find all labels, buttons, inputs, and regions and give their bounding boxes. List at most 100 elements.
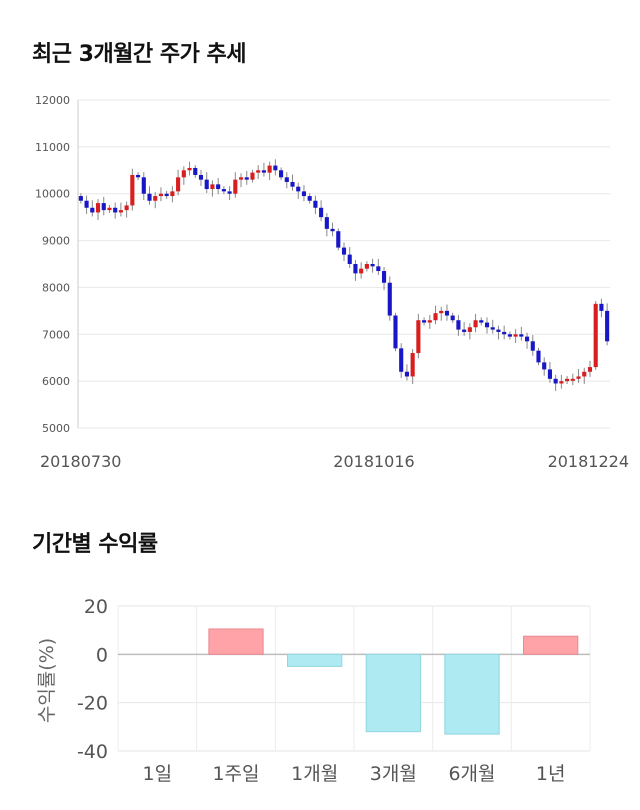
- y-tick-label: 0: [96, 644, 108, 666]
- candle-body: [473, 320, 478, 328]
- x-tick-label: 20180730: [40, 452, 121, 471]
- candle-body: [136, 174, 141, 178]
- candle-body: [422, 320, 427, 323]
- candle-body: [130, 174, 135, 206]
- candle-body: [164, 193, 169, 197]
- candle-body: [542, 362, 547, 370]
- candle-body: [576, 376, 581, 379]
- y-tick-label: 12000: [35, 94, 70, 107]
- candle-body: [347, 254, 352, 264]
- candle-body: [90, 207, 95, 213]
- candle-body: [170, 191, 175, 197]
- candle-body: [307, 196, 312, 201]
- y-tick-label: 6000: [42, 375, 70, 388]
- x-tick-label: 6개월: [448, 763, 495, 785]
- candle-body: [456, 320, 461, 330]
- y-tick-label: 7000: [42, 328, 70, 341]
- candle-body: [324, 217, 329, 229]
- candle-body: [124, 205, 129, 211]
- candle-body: [210, 184, 215, 190]
- candle-body: [221, 189, 226, 192]
- candle-body: [393, 315, 398, 349]
- return-bar: [287, 653, 343, 667]
- y-tick-label: 9000: [42, 235, 70, 248]
- candle-body: [336, 231, 341, 248]
- candle-body: [250, 172, 255, 180]
- x-tick-label: 1년: [536, 763, 566, 785]
- candle-body: [330, 228, 335, 232]
- y-axis-label: 수익률(%): [36, 638, 58, 723]
- candle-body: [599, 303, 604, 311]
- candle-body: [204, 179, 209, 190]
- candle-body: [244, 177, 249, 180]
- candle-body: [118, 210, 123, 213]
- y-tick-label: 11000: [35, 141, 70, 154]
- candle-body: [553, 378, 558, 384]
- candle-body: [547, 369, 552, 379]
- candle-body: [479, 320, 484, 323]
- x-tick-label: 20181016: [333, 452, 414, 471]
- candle-body: [433, 313, 438, 321]
- candle-body: [404, 371, 409, 377]
- candle-body: [450, 315, 455, 321]
- candle-body: [256, 170, 261, 173]
- candle-body: [370, 264, 375, 267]
- candle-body: [399, 348, 404, 372]
- candle-body: [502, 331, 507, 335]
- candle-body: [530, 341, 535, 351]
- candle-body: [284, 177, 289, 182]
- candle-body: [107, 207, 112, 211]
- x-tick-label: 1개월: [291, 763, 338, 785]
- candle-body: [153, 196, 158, 201]
- candle-body: [147, 193, 152, 201]
- candle-body: [158, 193, 164, 197]
- candle-body: [444, 310, 450, 316]
- candle-body: [364, 264, 369, 269]
- candle-body: [519, 334, 524, 337]
- return-bar: [523, 635, 579, 655]
- candle-body: [496, 329, 501, 332]
- candle-body: [198, 174, 204, 180]
- candle-body: [524, 336, 530, 342]
- y-tick-label: -40: [77, 741, 108, 763]
- candle-body: [95, 203, 101, 213]
- candle-body: [187, 167, 192, 171]
- candle-body: [84, 200, 89, 208]
- stock-trend-title: 최근 3개월간 주가 추세: [32, 42, 246, 67]
- candle-body: [484, 322, 490, 328]
- y-tick-label: -20: [77, 693, 108, 715]
- candle-body: [605, 310, 610, 342]
- candle-body: [101, 203, 106, 211]
- return-bar: [444, 653, 500, 735]
- candle-body: [216, 184, 221, 190]
- y-tick-label: 5000: [42, 422, 70, 435]
- candle-body: [238, 177, 244, 180]
- candle-body: [582, 371, 587, 377]
- candle-body: [267, 165, 272, 173]
- candle-body: [565, 378, 570, 382]
- candle-body: [381, 271, 387, 283]
- candle-body: [462, 329, 467, 332]
- y-tick-label: 8000: [42, 281, 70, 294]
- stock-price-chart: 12000 11000 10000 9000 8000 7000 6000 5000 20180…: [35, 94, 629, 471]
- y-tick-label: 20: [84, 596, 108, 618]
- candle-body: [290, 182, 295, 187]
- candle-body: [313, 200, 318, 208]
- candle-body: [593, 303, 598, 368]
- y-tick-label: 10000: [35, 188, 70, 201]
- candle-body: [233, 179, 238, 194]
- candle-body: [536, 350, 541, 363]
- x-tick-label: 1주일: [212, 763, 259, 785]
- candle-body: [387, 282, 392, 316]
- candle-body: [181, 170, 186, 178]
- candle-body: [78, 196, 83, 201]
- candle-body: [507, 334, 512, 337]
- candle-body: [467, 327, 472, 332]
- return-bar: [365, 653, 421, 733]
- candle-body: [273, 165, 278, 171]
- candle-body: [261, 170, 266, 173]
- candle-body: [410, 353, 415, 377]
- candle-body: [513, 334, 518, 337]
- x-tick-label: 20181224: [548, 452, 629, 471]
